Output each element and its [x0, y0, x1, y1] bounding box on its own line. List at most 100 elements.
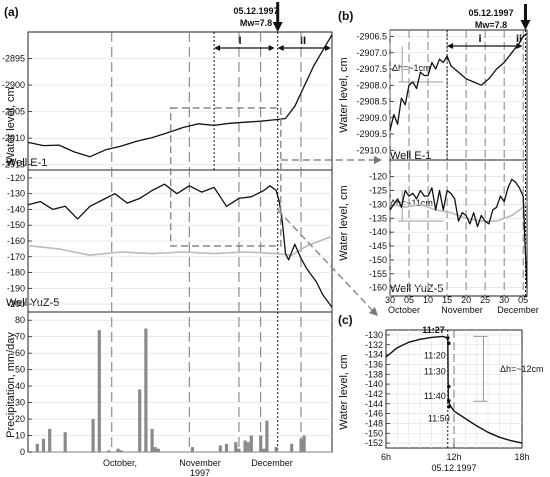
c-ytick-label-2: -134 — [365, 350, 383, 360]
c-ytick-label-8: -146 — [365, 409, 383, 419]
a-precip-bar-5 — [97, 330, 101, 452]
a-precip-bar-16 — [224, 443, 229, 452]
b-bottom-ytick-label-0: -120 — [369, 172, 387, 182]
c-ytick-label-3: -136 — [365, 359, 383, 369]
a-top-ytick-label-1: -2900 — [2, 80, 25, 90]
b-bottom-ytick-label-2: -130 — [369, 199, 387, 209]
b-top-series-line — [389, 32, 528, 131]
delta-h-annotation-b-bottom: Δh=~11cm — [390, 198, 433, 208]
b-top-ytick-label-7: -2910.0 — [356, 145, 387, 155]
a-top-series-line — [27, 34, 333, 158]
a-precip-bar-11 — [150, 428, 154, 452]
delta-h-annotation-b-top: Δh=~1cm — [392, 63, 431, 73]
a-to-c-connector — [277, 209, 373, 311]
c-time-marker-4 — [446, 404, 451, 409]
x-month-december-b: December — [497, 305, 539, 315]
b-top-ytick-label-2: -2907.5 — [356, 64, 387, 74]
a-precip-bar-3 — [63, 432, 67, 452]
b-x-tick-label-4: 20 — [461, 295, 471, 305]
b-top-ytick-label-1: -2907.0 — [356, 48, 387, 58]
b-top-ytick-label-4: -2908.5 — [356, 97, 387, 107]
panel-label-b: (b) — [338, 9, 353, 23]
b-top-ytick-label-5: -2909.0 — [356, 113, 387, 123]
a-precip-bar-4 — [91, 419, 95, 452]
x-tick-6h-c: 6h — [381, 452, 391, 462]
a-precip-bar-7 — [116, 448, 120, 452]
a-bottom-ytick-label-1: 10 — [15, 431, 25, 441]
c-ytick-label-5: -140 — [365, 379, 383, 389]
a-precip-bar-19 — [243, 440, 247, 452]
b-x-tick-label-3: 15 — [442, 295, 452, 305]
a-bottom-ytick-label-2: 20 — [15, 414, 25, 424]
period-two-label-a: II — [300, 35, 306, 47]
a-mid-ytick-label-5: -170 — [7, 252, 25, 262]
b-top-ytick-label-6: -2909.5 — [356, 129, 387, 139]
a-mid-grey-line — [27, 235, 333, 256]
b-bottom-ytick-label-1: -125 — [369, 186, 387, 196]
a-bottom-frame — [27, 311, 333, 453]
b-bottom-grey-line — [389, 201, 528, 222]
a-precip-bar-23 — [262, 448, 266, 452]
event-magnitude-b: Mw=7.8 — [475, 20, 507, 30]
b-top-frame — [389, 29, 528, 161]
a-bottom-ytick-label-5: 50 — [15, 365, 25, 375]
y-axis-title-a-top: Water level, cm — [5, 87, 17, 162]
a-mid-ytick-label-7: -190 — [7, 283, 25, 293]
period-two-label-b: II — [516, 33, 522, 45]
c-time-marker-1 — [446, 341, 451, 346]
y-axis-title-a-bottom: Precipitation, mm/day — [5, 332, 17, 438]
a-mid-ytick-label-0: -120 — [7, 173, 25, 183]
a-precip-bar-15 — [218, 445, 222, 452]
a-bottom-ytick-label-7: 70 — [15, 332, 25, 342]
c-ytick-label-10: -150 — [365, 428, 383, 438]
a-top-ytick-label-4: -2915 — [2, 160, 25, 170]
a-precip-bar-10 — [144, 328, 148, 452]
b-bottom-ytick-label-7: -155 — [369, 269, 387, 279]
a-precip-bar-17 — [234, 442, 238, 452]
a-precip-bar-24 — [265, 420, 269, 452]
a-precip-bar-1 — [41, 438, 46, 452]
x-label-november-a-line1: November — [179, 458, 221, 468]
period-one-label-b: I — [478, 33, 481, 45]
a-zoom-rect — [169, 107, 282, 247]
c-time-label-2: 11:30 — [424, 366, 446, 376]
a-precip-bar-9 — [138, 389, 142, 452]
a-mid-ytick-label-8: -200 — [7, 299, 25, 309]
c-series-line — [385, 335, 523, 444]
a-mid-ytick-label-6: -180 — [7, 268, 25, 278]
a-precip-bar-22 — [259, 435, 263, 452]
y-axis-title-b-top: Water level, cm — [338, 57, 350, 132]
a-top-ytick-label-3: -2910 — [2, 133, 25, 143]
a-bottom-ytick-label-0: 0 — [20, 447, 25, 457]
b-event-arrow-head — [520, 20, 531, 30]
x-label-october-a: October, — [103, 458, 137, 468]
c-time-marker-2 — [446, 384, 451, 389]
event-date-b: 05.12.1997 — [468, 8, 513, 18]
c-ytick-label-9: -148 — [365, 418, 383, 428]
b-top-ytick-label-0: -2906.5 — [356, 32, 387, 42]
y-axis-title-c: Water level, cm — [338, 354, 350, 429]
x-tick-18h-c: 18h — [514, 452, 529, 462]
event-date-a: 05.12.1997 — [233, 6, 278, 16]
series-label-e1-b: Well E-1 — [390, 150, 431, 162]
a-mid-series-line — [27, 183, 333, 308]
panel-label-c: (c) — [338, 313, 353, 327]
x-axis-title-c: 05.12.1997 — [431, 463, 476, 473]
a-precip-bar-18 — [237, 448, 241, 452]
c-time-marker-3 — [446, 399, 451, 403]
c-ytick-label-6: -142 — [365, 389, 383, 399]
b-bottom-series-line — [389, 178, 528, 288]
c-time-label-1: 11:20 — [424, 351, 446, 361]
y-axis-title-b-bottom: Water level, cm — [338, 185, 350, 260]
a-mid-ytick-label-4: -160 — [7, 236, 25, 246]
a-precip-bar-13 — [156, 448, 160, 452]
a-to-b-arrowhead — [374, 156, 382, 164]
b-x-tick-label-5: 25 — [480, 295, 490, 305]
c-time-label-0: 11:27 — [422, 325, 445, 335]
a-bottom-ytick-label-4: 40 — [15, 381, 25, 391]
x-label-november-a-line2: 1997 — [190, 468, 210, 477]
series-label-yuz5-a: Well YuZ-5 — [6, 297, 59, 309]
a-to-c-arrowhead — [369, 307, 378, 316]
b-x-tick-label-0: 30 — [385, 295, 395, 305]
